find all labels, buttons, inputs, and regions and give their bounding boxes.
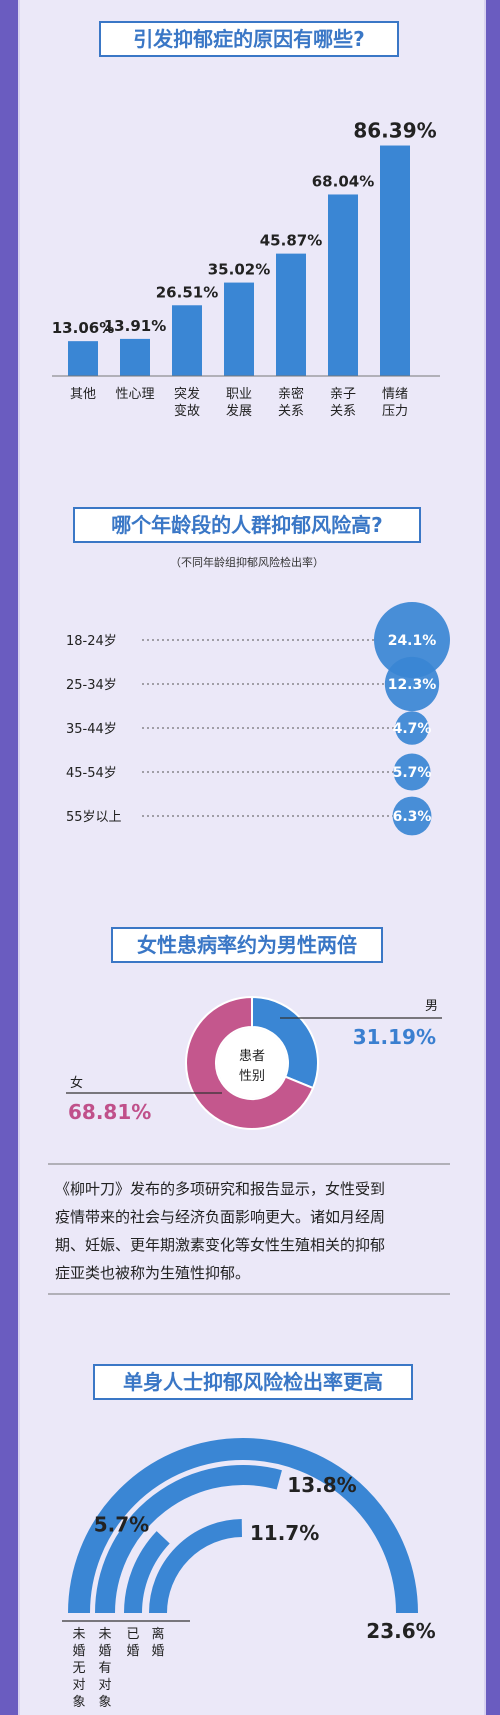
cause-category-label: 压力	[382, 404, 408, 419]
cause-category-label: 亲子	[330, 387, 356, 402]
cause-category-label: 变故	[174, 403, 200, 419]
text-line: 期、妊娠、更年期激素变化等女性生殖相关的抑郁	[55, 1236, 385, 1254]
cause-category-label: 情绪	[382, 387, 408, 402]
donut-center-label: 患者	[239, 1049, 265, 1064]
donut-slice-female	[185, 995, 315, 1130]
male-value-label: 31.19%	[353, 1025, 436, 1049]
text-block: 《柳叶刀》发布的多项研究和报告显示，女性受到 疫情带来的社会与经济负面影响更大。…	[48, 1163, 450, 1295]
cause-value-label: 86.39%	[353, 119, 436, 143]
cause-bar	[68, 341, 98, 376]
cause-bar	[120, 338, 150, 376]
marital-arc	[149, 1519, 243, 1614]
marital-category-label: 婚	[72, 1644, 85, 1659]
age-value-label: 4.7%	[393, 721, 432, 737]
marital-value-label: 11.7%	[250, 1521, 319, 1545]
age-section: 哪个年龄段的人群抑郁风险高? （不同年龄组抑郁风险检出率） 18-24岁 24.1…	[66, 507, 450, 836]
age-category-label: 35-44岁	[66, 722, 117, 737]
marital-category-label: 未	[98, 1627, 111, 1642]
marital-title-box	[93, 1364, 413, 1400]
age-category-label: 45-54岁	[66, 766, 117, 781]
cause-category-label: 关系	[278, 404, 304, 419]
age-title: 哪个年龄段的人群抑郁风险高?	[111, 513, 383, 537]
cause-category-label: 关系	[330, 404, 356, 419]
cause-category-label: 职业	[226, 387, 252, 402]
cause-bar	[276, 253, 306, 376]
marital-section: 单身人士抑郁风险检出率更高 未婚无对象23.6%未婚有对象13.8%已婚5.7%…	[62, 1364, 436, 1710]
causes-section: 引发抑郁症的原因有哪些? 13.06% 其他 13.91% 性心理 26.51% 突发变故…	[52, 21, 440, 419]
age-value-label: 12.3%	[388, 677, 437, 693]
marital-value-label: 13.8%	[287, 1473, 356, 1497]
age-category-label: 55岁以上	[66, 810, 122, 825]
marital-category-label: 婚	[98, 1644, 111, 1659]
text-line: 《柳叶刀》发布的多项研究和报告显示，女性受到	[55, 1180, 385, 1198]
cause-value-label: 26.51%	[156, 283, 218, 301]
text-line: 症亚类也被称为生殖性抑郁。	[55, 1264, 250, 1282]
marital-arc	[95, 1465, 282, 1614]
male-label: 男	[425, 999, 438, 1014]
cause-bar	[380, 145, 410, 376]
age-bubble	[392, 796, 432, 836]
causes-title: 引发抑郁症的原因有哪些?	[133, 27, 365, 51]
marital-category-label: 婚	[151, 1644, 164, 1659]
age-bubble	[395, 711, 429, 745]
cause-category-label: 发展	[226, 403, 252, 419]
cause-value-label: 13.91%	[104, 317, 166, 335]
marital-value-label: 5.7%	[94, 1512, 149, 1536]
marital-category-label: 婚	[126, 1644, 139, 1659]
marital-value-label: 23.6%	[366, 1619, 435, 1643]
marital-category-label: 对	[72, 1678, 85, 1693]
cause-category-label: 性心理	[115, 387, 154, 402]
gender-title: 女性患病率约为男性两倍	[137, 933, 357, 957]
age-value-label: 5.7%	[393, 765, 432, 781]
cause-value-label: 13.06%	[52, 319, 114, 337]
age-value-label: 24.1%	[388, 633, 437, 649]
cause-category-label: 其他	[70, 387, 96, 402]
causes-title-box	[99, 21, 399, 57]
text-line: 疫情带来的社会与经济负面影响更大。诸如月经周	[55, 1208, 385, 1226]
age-title-box	[73, 507, 421, 543]
donut-slice-male	[251, 995, 320, 1090]
marital-category-label: 无	[72, 1661, 85, 1676]
cause-value-label: 35.02%	[208, 261, 270, 279]
gender-title-box	[111, 927, 383, 963]
marital-category-label: 象	[72, 1695, 85, 1710]
age-bubble	[393, 753, 431, 791]
marital-category-label: 有	[98, 1661, 111, 1676]
cause-value-label: 45.87%	[260, 232, 322, 250]
marital-category-label: 象	[98, 1695, 111, 1710]
marital-title: 单身人士抑郁风险检出率更高	[123, 1370, 383, 1394]
age-value-label: 6.3%	[393, 809, 432, 825]
donut-center-label: 性别	[239, 1069, 265, 1084]
age-subtitle: （不同年龄组抑郁风险检出率）	[170, 555, 324, 569]
marital-category-label: 未	[72, 1627, 85, 1642]
cause-category-label: 突发	[174, 386, 200, 402]
age-category-label: 18-24岁	[66, 634, 117, 649]
marital-category-label: 已	[126, 1627, 139, 1642]
cause-value-label: 68.04%	[312, 172, 374, 190]
cause-category-label: 亲密	[278, 386, 304, 402]
age-category-label: 25-34岁	[66, 678, 117, 693]
cause-bar	[328, 194, 358, 376]
marital-category-label: 对	[98, 1678, 111, 1693]
cause-bar	[172, 305, 202, 376]
marital-arc	[124, 1531, 170, 1614]
female-value-label: 68.81%	[68, 1100, 151, 1124]
age-bubble	[374, 602, 450, 678]
female-label: 女	[70, 1075, 83, 1091]
donut-center	[217, 1028, 287, 1098]
marital-category-label: 离	[151, 1626, 164, 1642]
age-bubble-chart: 18-24岁 24.1% 25-34岁 12.3% 35-44岁 4.7% 45-54岁 5.…	[66, 602, 450, 836]
marital-arc	[68, 1438, 418, 1614]
cause-bar	[224, 282, 254, 376]
age-bubble	[384, 656, 440, 712]
